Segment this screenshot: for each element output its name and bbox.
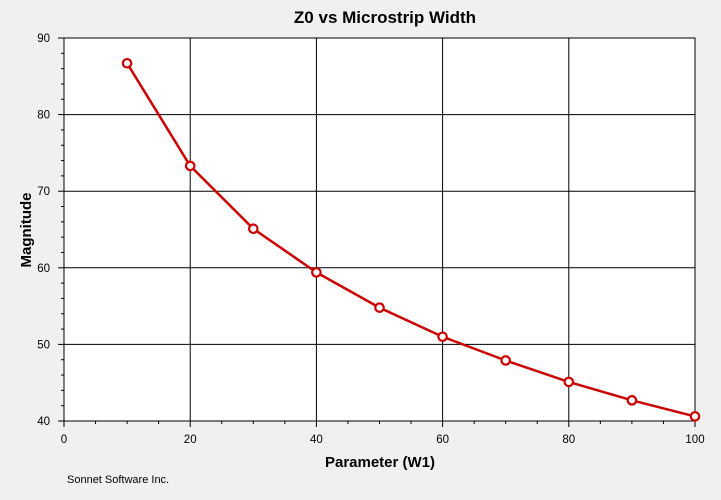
y-tick-label: 80 [37, 110, 50, 122]
y-tick-label: 70 [37, 186, 50, 198]
x-axis-label: Parameter (W1) [325, 454, 435, 471]
data-point [500, 355, 511, 366]
grid [64, 38, 695, 421]
data-point [626, 395, 638, 406]
chart-title: Z0 vs Microstrip Width [294, 8, 476, 27]
data-point [374, 302, 385, 313]
y-tick-label: 90 [37, 33, 50, 45]
y-axis-label: Magnitude [18, 193, 35, 268]
x-tick-labels: 0 20 40 60 80 100 [61, 434, 705, 446]
footer-credit: Sonnet Software Inc. [67, 474, 169, 486]
y-tick-label: 40 [37, 416, 50, 428]
x-tick-label: 80 [562, 434, 575, 446]
data-point [437, 331, 448, 343]
plot-area [63, 37, 696, 422]
x-tick-label: 40 [310, 434, 323, 446]
series-layer [121, 57, 701, 422]
y-tick-label: 60 [37, 263, 50, 275]
minor-ticks [58, 37, 696, 427]
x-tick-label: 20 [184, 434, 197, 446]
x-tick-label: 0 [61, 434, 67, 446]
series-line [126, 62, 696, 418]
x-tick-label: 100 [685, 434, 704, 446]
y-tick-labels: 40 50 60 70 80 90 [37, 33, 50, 428]
data-point [563, 376, 575, 388]
data-point [311, 267, 322, 278]
data-point [121, 57, 133, 69]
data-point [184, 160, 196, 172]
data-point [248, 223, 259, 235]
x-tick-label: 60 [436, 434, 449, 446]
data-point [689, 411, 701, 422]
y-tick-label: 50 [37, 339, 50, 351]
